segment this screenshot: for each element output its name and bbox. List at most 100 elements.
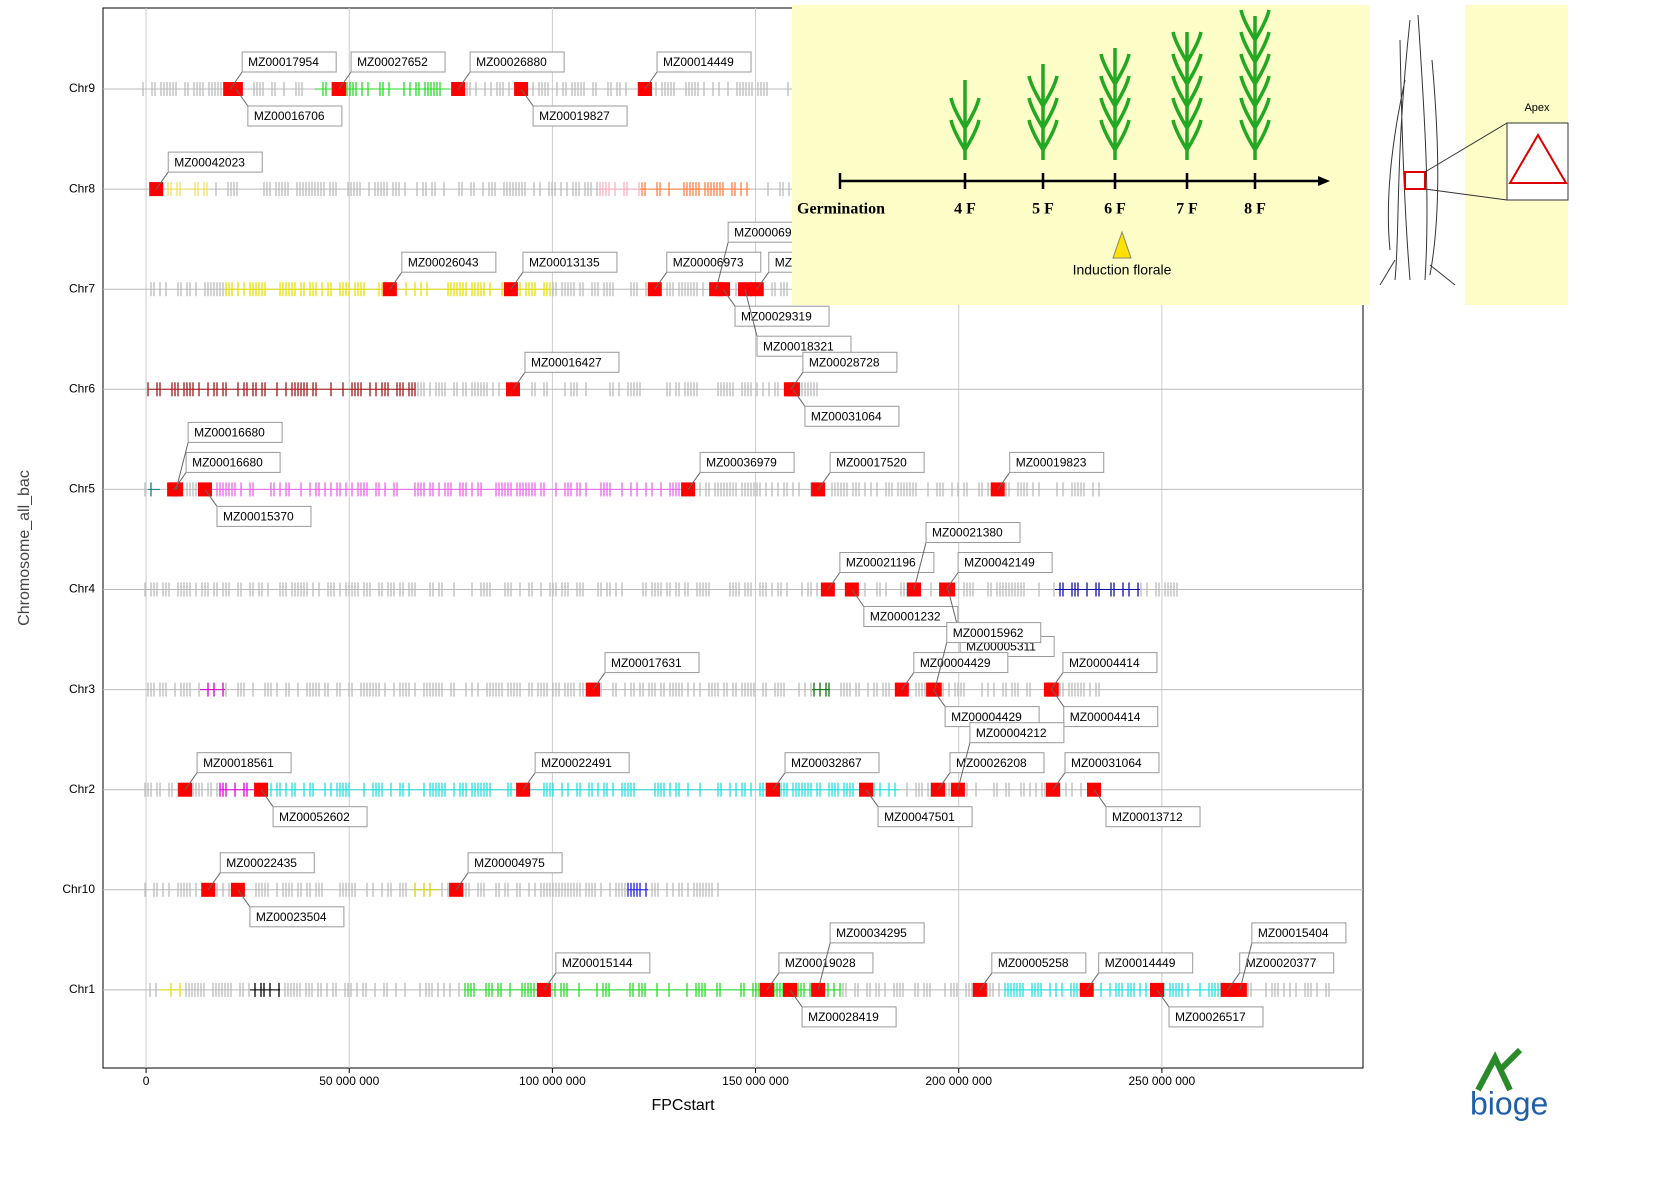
marker-label: MZ00042149 bbox=[964, 556, 1035, 570]
leader-line bbox=[644, 71, 658, 90]
plant bbox=[1171, 31, 1203, 160]
plant bbox=[1027, 64, 1059, 160]
plant bbox=[1099, 48, 1131, 160]
leader-line bbox=[260, 789, 274, 807]
label-box bbox=[784, 752, 880, 774]
marker-label: MZ00004429 bbox=[920, 656, 991, 670]
leader-line bbox=[175, 442, 189, 490]
y-tick-label: Chr3 bbox=[69, 682, 95, 696]
marker-label: MZ00015962 bbox=[953, 626, 1024, 640]
label-box bbox=[247, 105, 343, 127]
label-box bbox=[469, 51, 565, 73]
marker-label: MZ00028728 bbox=[809, 355, 880, 369]
logo-symbol bbox=[1475, 1047, 1523, 1092]
leader-line bbox=[744, 289, 758, 337]
marker-label: MZ00014449 bbox=[663, 55, 734, 69]
plant bbox=[949, 80, 981, 160]
label-box bbox=[949, 752, 1045, 774]
label-box bbox=[1064, 752, 1160, 774]
leader-line bbox=[207, 872, 221, 891]
marker-label: MZ00047501 bbox=[884, 810, 955, 824]
y-tick-label: Chr4 bbox=[69, 582, 95, 596]
leader-line bbox=[865, 789, 879, 807]
marker-label: MZ00005258 bbox=[998, 956, 1069, 970]
leader-line bbox=[520, 88, 534, 107]
leader-line bbox=[756, 271, 770, 290]
marker-label: MZ00026043 bbox=[408, 255, 479, 269]
marker-label: MZ00004212 bbox=[976, 726, 1047, 740]
marker-label: MZ00021196 bbox=[846, 556, 916, 570]
leader-line bbox=[817, 942, 831, 991]
y-tick-label: Chr10 bbox=[62, 882, 95, 896]
leader-line bbox=[543, 972, 557, 991]
leader-line bbox=[229, 71, 243, 90]
marker-label: MZ00006973 bbox=[673, 255, 744, 269]
marker-label: MZ00013712 bbox=[1112, 810, 1183, 824]
inset-image: Germination Induction florale Apex 4 F 5 … bbox=[792, 5, 1569, 305]
leader-line bbox=[827, 572, 841, 590]
leader-line bbox=[913, 542, 927, 590]
marker-label: MZ00014449 bbox=[1105, 956, 1176, 970]
leader-line bbox=[237, 889, 251, 908]
marker-label: MZ00018321 bbox=[763, 339, 834, 353]
leader-line bbox=[173, 472, 187, 490]
leader-line bbox=[1227, 972, 1241, 991]
marker-label: MZ00020377 bbox=[1246, 956, 1317, 970]
inset-stage: 6 F bbox=[1104, 201, 1126, 218]
marker-label: MZ00004414 bbox=[1070, 710, 1141, 724]
logo: bioge bbox=[1470, 1047, 1548, 1121]
leader-line bbox=[389, 271, 403, 290]
label-box bbox=[219, 852, 315, 874]
label-box bbox=[913, 652, 1009, 674]
logo-text: bioge bbox=[1470, 1085, 1548, 1121]
marker-label: MZ00034295 bbox=[836, 926, 907, 940]
label-box bbox=[350, 51, 446, 73]
label-box bbox=[216, 505, 312, 527]
label-box bbox=[957, 552, 1053, 573]
y-tick-label: Chr1 bbox=[69, 982, 95, 996]
leader-line bbox=[790, 372, 804, 390]
y-tick-label: Chr9 bbox=[69, 81, 95, 95]
marker-label: MZ00017631 bbox=[611, 656, 682, 670]
marker-label: MZ00015370 bbox=[223, 510, 294, 524]
leader-line bbox=[901, 672, 915, 690]
marker-label: MZ00004414 bbox=[1069, 656, 1140, 670]
marker-label: MZ00042023 bbox=[174, 155, 245, 169]
leader-line bbox=[522, 772, 536, 790]
leader-line bbox=[510, 271, 524, 290]
leader-line bbox=[772, 772, 786, 790]
label-box bbox=[272, 806, 368, 828]
label-box bbox=[401, 251, 497, 273]
label-box bbox=[1168, 1006, 1264, 1028]
y-tick-label: Chr2 bbox=[69, 782, 95, 796]
marker-label: MZ00022491 bbox=[541, 756, 612, 770]
label-box bbox=[656, 51, 752, 73]
label-box bbox=[534, 752, 630, 774]
y-tick-label: Chr5 bbox=[69, 482, 95, 496]
inset-stage: 5 F bbox=[1032, 201, 1054, 218]
marker-label: MZ00022435 bbox=[226, 856, 297, 870]
inset-stage: 8 F bbox=[1244, 201, 1266, 218]
x-tick-label: 200 000 000 bbox=[925, 1074, 992, 1088]
label-box bbox=[1063, 706, 1159, 728]
marker-label: MZ00028419 bbox=[808, 1010, 879, 1024]
label-box bbox=[877, 806, 973, 828]
label-box bbox=[1105, 806, 1201, 828]
marker-label: MZ00026517 bbox=[1175, 1010, 1246, 1024]
rows: 0 50 000 000 100 000 000 150 000 000 200 000… bbox=[62, 8, 1363, 1088]
x-tick-label: 0 bbox=[143, 1074, 150, 1088]
marker-label: MZ00026208 bbox=[956, 756, 1027, 770]
leader-line bbox=[204, 489, 218, 507]
y-tick-label: Chr6 bbox=[69, 381, 95, 395]
inset-sketch-panel bbox=[1372, 5, 1465, 305]
label-box bbox=[991, 952, 1087, 974]
leader-line bbox=[155, 171, 169, 190]
marker-label: MZ00016680 bbox=[194, 426, 265, 440]
label-box bbox=[969, 722, 1065, 744]
inset-stage: 7 F bbox=[1176, 201, 1198, 218]
leader-line bbox=[455, 872, 469, 891]
label-box bbox=[778, 952, 874, 974]
leader-line bbox=[1051, 689, 1065, 707]
